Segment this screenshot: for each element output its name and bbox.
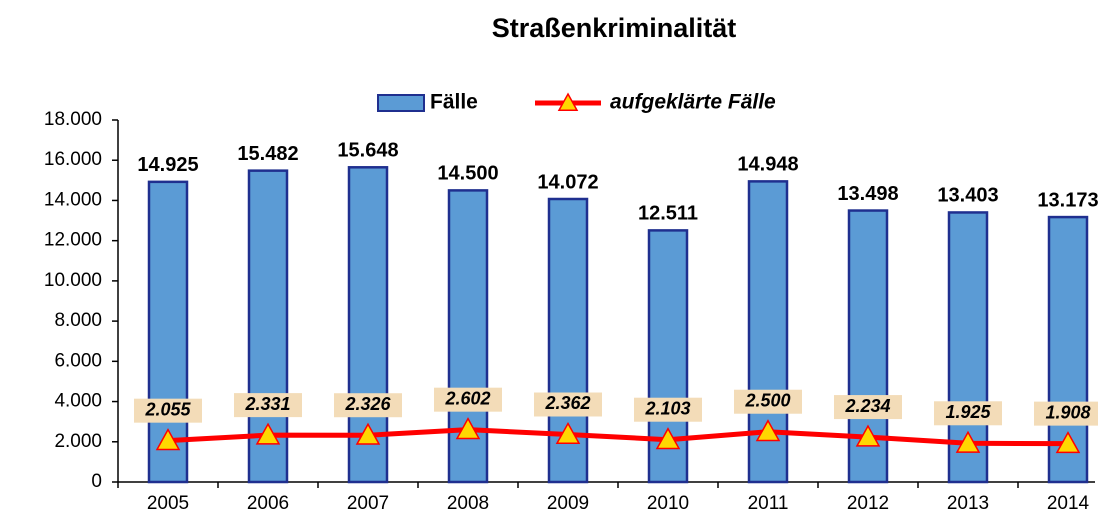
label-box (1034, 401, 1098, 426)
y-tick-label: 8.000 (54, 310, 102, 331)
y-tick-label: 2.000 (54, 431, 102, 452)
line-label: 2.331 (244, 394, 290, 414)
legend-swatch (377, 94, 425, 112)
bar-label: 14.948 (737, 154, 798, 176)
label-box (434, 387, 502, 412)
x-tick-label: 2010 (647, 493, 689, 512)
bar-label: 15.648 (337, 140, 398, 162)
x-tick-label: 2006 (247, 493, 289, 512)
label-box (834, 395, 902, 420)
x-tick-label: 2009 (547, 493, 589, 512)
line-marker (1055, 431, 1081, 454)
x-tick-label: 2008 (447, 493, 489, 512)
x-tick-label: 2012 (847, 493, 889, 512)
label-box (234, 393, 302, 418)
line-marker (255, 422, 281, 445)
legend-label: Fälle (430, 91, 478, 114)
line-marker (655, 427, 681, 450)
y-tick-label: 4.000 (54, 391, 102, 412)
label-box (534, 392, 602, 417)
line-label: 2.055 (144, 399, 191, 419)
bar-label: 13.173 (1037, 189, 1098, 211)
y-tick-label: 0 (91, 471, 102, 492)
line-label: 2.602 (444, 388, 490, 408)
y-tick-label: 6.000 (54, 350, 102, 371)
x-tick-label: 2011 (748, 493, 789, 512)
line-label: 2.234 (844, 396, 890, 416)
line-marker (555, 421, 581, 445)
line-label: 1.908 (1045, 402, 1090, 422)
bar-label: 14.072 (537, 171, 598, 193)
line-marker (855, 424, 881, 447)
line-label: 2.103 (644, 398, 690, 418)
line-marker (155, 428, 181, 451)
legend-marker (557, 92, 579, 111)
label-box (634, 397, 702, 422)
bar-label: 14.925 (137, 154, 198, 176)
line-label: 1.925 (945, 402, 991, 422)
chart-title: Straßenkriminalität (492, 13, 737, 43)
line-label: 2.362 (544, 393, 590, 413)
y-tick-label: 14.000 (44, 189, 102, 210)
x-tick-label: 2014 (1047, 493, 1090, 512)
bar-label: 12.511 (638, 203, 698, 225)
y-tick-label: 18.000 (44, 109, 102, 130)
line (167, 427, 1069, 447)
legend-label: aufgeklärte Fälle (610, 91, 776, 114)
bar-label: 14.500 (437, 163, 498, 185)
bar-label: 13.498 (837, 183, 898, 205)
line-marker (755, 419, 781, 442)
line-marker (355, 422, 381, 445)
bar-label: 13.403 (937, 185, 998, 207)
y-tick-label: 10.000 (44, 270, 102, 291)
line-marker (955, 430, 981, 453)
x-tick-label: 2007 (347, 493, 389, 512)
label-box (934, 401, 1002, 426)
y-tick-label: 16.000 (44, 149, 102, 170)
label-box (134, 398, 202, 423)
line-label: 2.326 (344, 394, 391, 414)
label-box (334, 393, 402, 418)
x-tick-label: 2005 (147, 493, 189, 512)
line-label: 2.500 (744, 390, 790, 410)
bar-label: 15.482 (237, 143, 298, 165)
label-box (734, 389, 802, 414)
y-tick-label: 12.000 (44, 230, 102, 251)
line-marker (455, 417, 481, 440)
x-tick-label: 2013 (947, 493, 989, 512)
